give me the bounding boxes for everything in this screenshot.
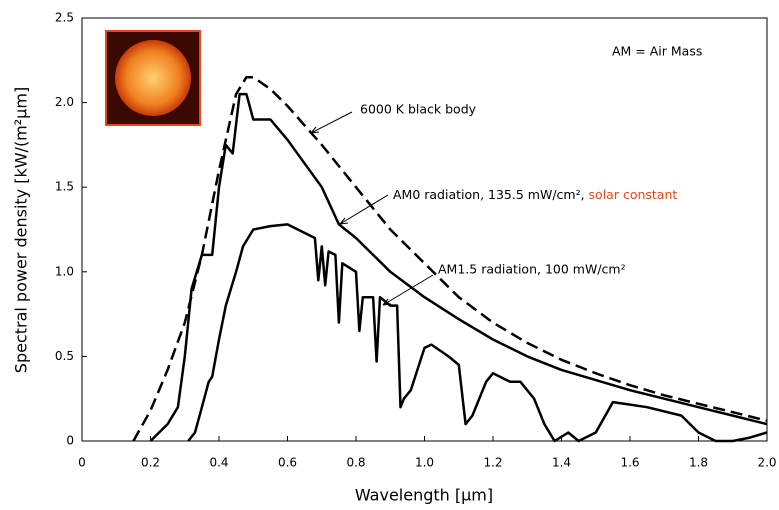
x-tick-label: 0.4 (209, 456, 228, 470)
y-tick-label: 0.5 (55, 349, 74, 363)
series-line (149, 92, 768, 442)
x-tick-label: 1.0 (415, 456, 434, 470)
x-tick-label: 1.8 (689, 456, 708, 470)
annotation: 6000 K black body (360, 102, 477, 117)
x-tick-label: 1.2 (483, 456, 502, 470)
x-tick-label: 2.0 (757, 456, 776, 470)
series-line (132, 75, 768, 442)
y-axis-title: Spectral power density [kW/(m²µm] (12, 87, 31, 373)
series-line (187, 223, 768, 443)
x-tick-label: 0.2 (141, 456, 160, 470)
x-tick-label: 0.6 (278, 456, 297, 470)
y-tick-label: 2.0 (55, 95, 74, 109)
annotation: AM0 radiation, 135.5 mW/cm², solar const… (393, 187, 677, 202)
annotation: AM1.5 radiation, 100 mW/cm² (438, 262, 626, 277)
x-tick-label: 1.4 (552, 456, 571, 470)
annotation-highlight: solar constant (589, 187, 678, 202)
sun-disc (115, 40, 191, 116)
annotation: AM = Air Mass (612, 44, 702, 59)
x-tick-label: 0 (78, 456, 86, 470)
arrows (310, 111, 434, 306)
y-tick-label: 0 (66, 434, 74, 448)
annotation: AM0 radiation, 135.5 mW/cm², (393, 187, 585, 202)
x-tick-label: 1.6 (620, 456, 639, 470)
y-tick-label: 2.5 (55, 11, 74, 25)
x-axis-title: Wavelength [µm] (355, 486, 493, 505)
y-tick-label: 1.5 (55, 180, 74, 194)
x-tick-label: 0.8 (346, 456, 365, 470)
y-tick-label: 1.0 (55, 264, 74, 278)
plot-area: 0 0.2 0.4 0.6 0.8 1.0 1.2 1.4 1.6 1.8 2.0 0 0.5 1.0 1.… (55, 11, 777, 470)
